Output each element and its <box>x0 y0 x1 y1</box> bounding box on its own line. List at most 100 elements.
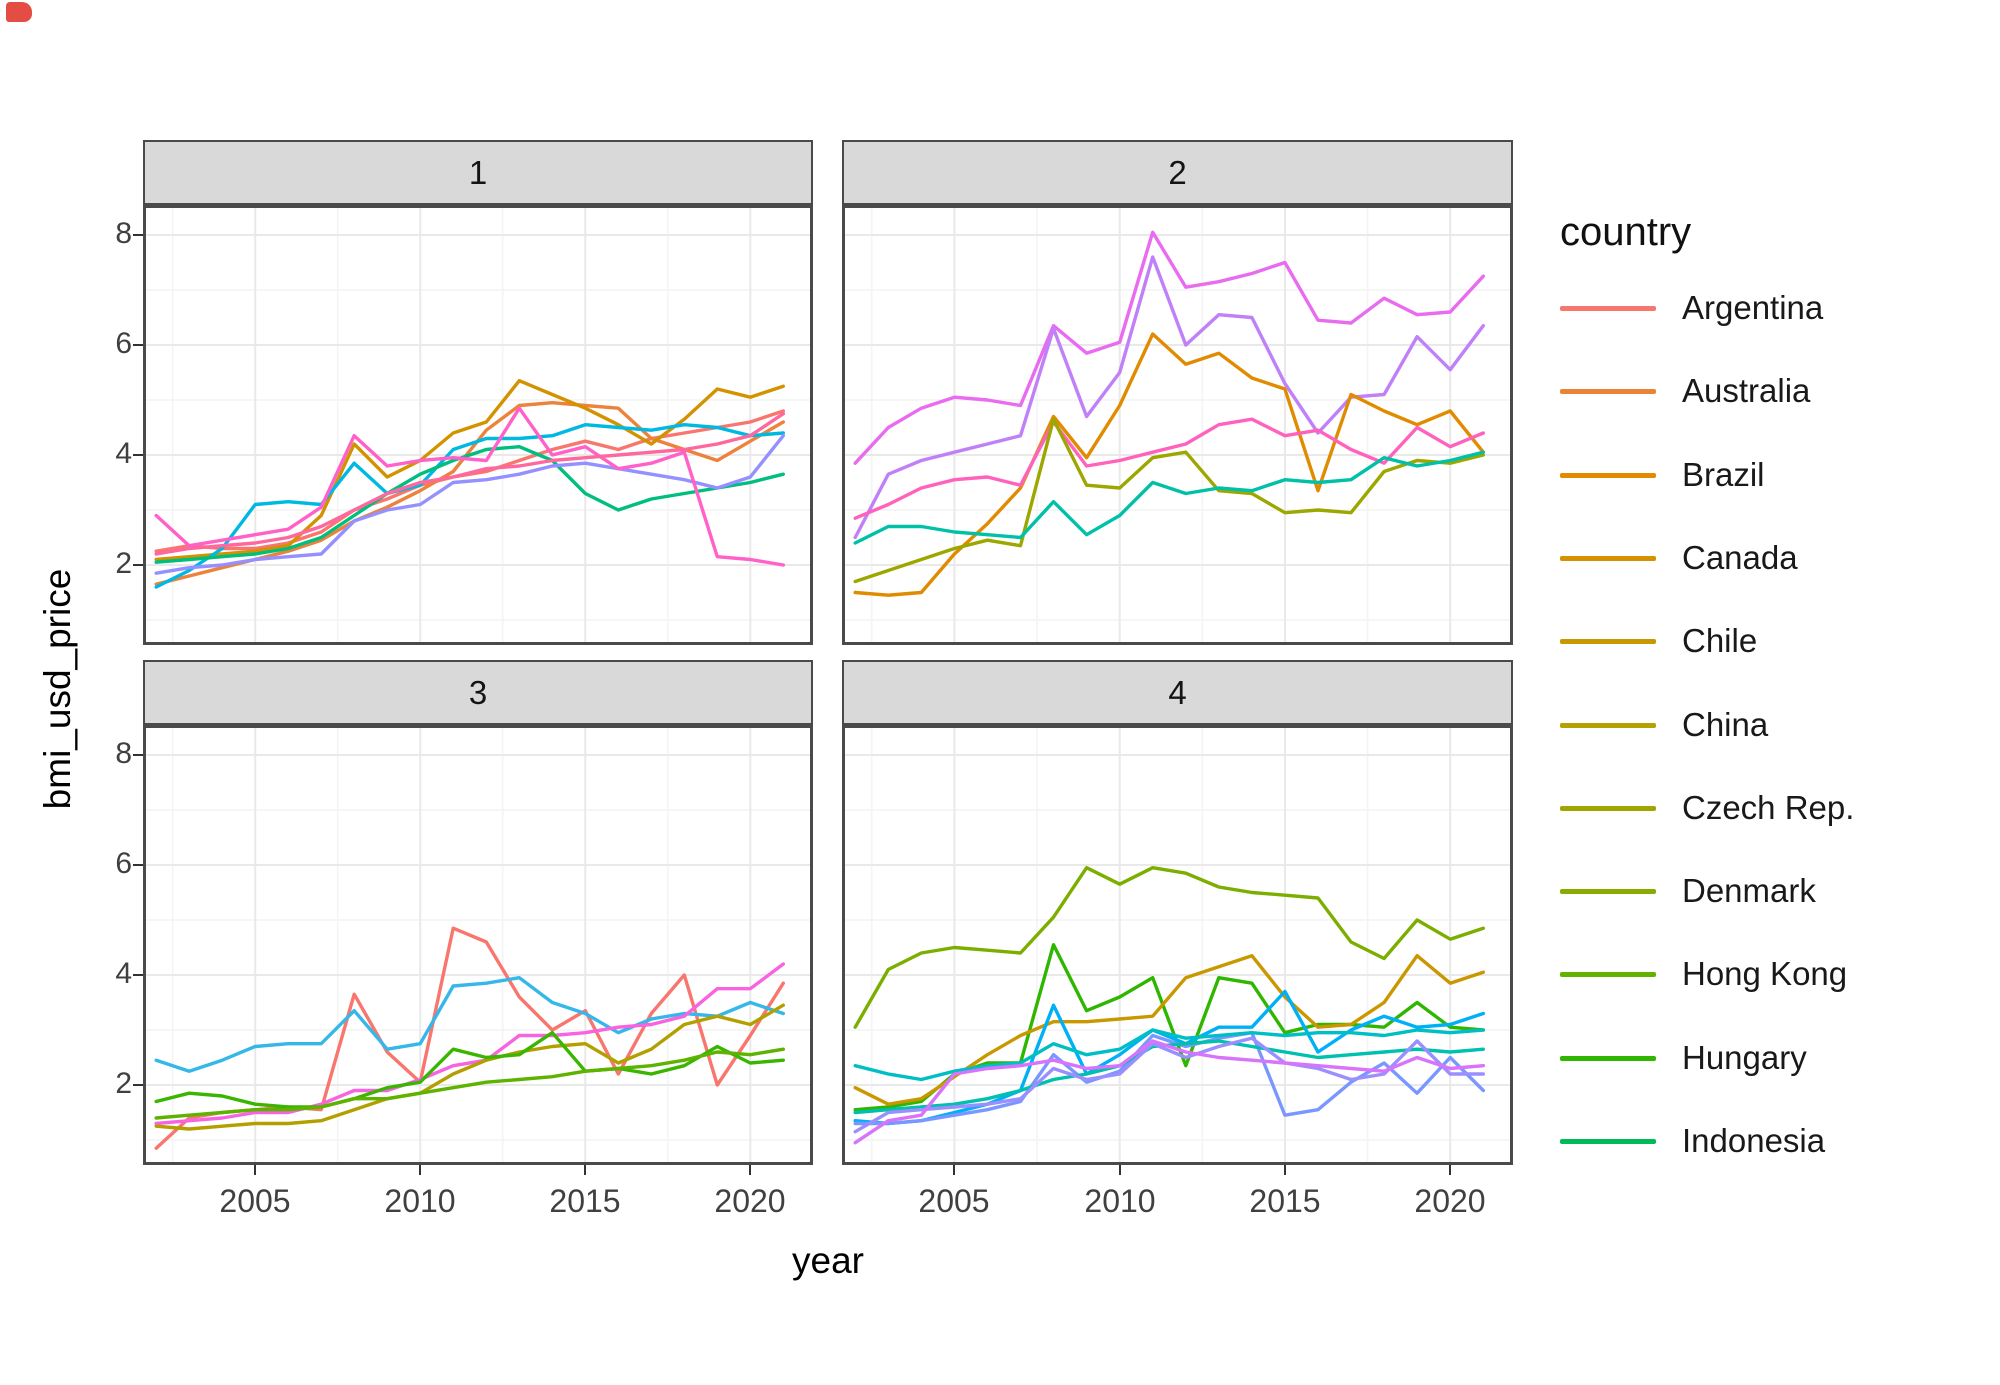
legend-label: Australia <box>1682 372 1811 409</box>
series-skyblue-line <box>154 975 785 1073</box>
legend-label: Denmark <box>1682 872 1816 909</box>
facet-strip-label: 4 <box>1168 673 1187 711</box>
legend-label: Chile <box>1682 622 1758 659</box>
x-tick-label: 2005 <box>918 1183 990 1219</box>
series-green-line <box>154 1031 785 1109</box>
x-tick-label: 2020 <box>1414 1183 1486 1219</box>
legend-label: Hungary <box>1682 1039 1807 1076</box>
legend-key-line <box>1560 638 1656 644</box>
legend-item-australia: Australia <box>1560 371 1810 411</box>
legend-item-hong-kong: Hong Kong <box>1560 954 1847 994</box>
legend: country Argentina Australia Brazil Canada Ch… <box>1556 0 1996 1385</box>
legend-key-line <box>1560 1138 1656 1144</box>
x-tick-label: 2010 <box>384 1183 456 1219</box>
series-cyan-line <box>154 422 785 589</box>
legend-item-indonesia: Indonesia <box>1560 1121 1825 1161</box>
x-tick-mark <box>1284 1165 1286 1175</box>
series-teal-line <box>853 1028 1485 1082</box>
x-tick-label: 2005 <box>219 1183 291 1219</box>
y-tick-mark <box>133 234 143 236</box>
facet-strip-3: 3 <box>143 660 813 725</box>
y-tick-label: 6 <box>115 327 132 360</box>
screen-corner-artifact <box>6 2 32 22</box>
x-tick-mark <box>254 1165 256 1175</box>
series-hotpink-line <box>154 406 785 567</box>
y-tick-label: 2 <box>115 547 132 580</box>
legend-label: Brazil <box>1682 456 1765 493</box>
legend-key-line <box>1560 388 1656 394</box>
x-tick-mark <box>1119 1165 1121 1175</box>
panel-border <box>143 725 813 1165</box>
series-blue-line <box>853 1031 1485 1126</box>
y-tick-mark <box>133 454 143 456</box>
x-tick-mark <box>953 1165 955 1175</box>
facet-strip-label: 3 <box>468 673 488 711</box>
legend-key-line <box>1560 305 1656 311</box>
x-tick-label: 2015 <box>549 1183 621 1219</box>
legend-label: Hong Kong <box>1682 955 1848 992</box>
series-skyblue-line <box>853 989 1485 1126</box>
legend-label: Indonesia <box>1682 1122 1826 1159</box>
facet-panel-1 <box>143 205 813 645</box>
facet-strip-4: 4 <box>842 660 1513 725</box>
panel-border <box>842 205 1513 645</box>
legend-item-chile: Chile <box>1560 621 1757 661</box>
series-magenta-line <box>853 230 1485 465</box>
x-tick-label: 2015 <box>1249 1183 1321 1219</box>
series-orchid-line <box>853 1039 1485 1145</box>
legend-item-hungary: Hungary <box>1560 1038 1807 1078</box>
series-olive-line <box>853 417 1485 584</box>
y-tick-mark <box>133 564 143 566</box>
series-magenta-line <box>154 962 785 1126</box>
y-tick-label: 2 <box>115 1067 132 1100</box>
series-emerald-line <box>154 444 785 564</box>
y-tick-mark <box>133 974 143 976</box>
legend-item-china: China <box>1560 705 1768 745</box>
legend-key-line <box>1560 722 1656 728</box>
y-tick-mark <box>133 1084 143 1086</box>
facet-panel-3 <box>143 725 813 1165</box>
legend-label: China <box>1682 706 1769 743</box>
legend-title: country <box>1560 210 1692 254</box>
series-grass-line <box>154 1047 785 1120</box>
facet-strip-2: 2 <box>842 140 1513 205</box>
series-olivegreen-line <box>853 865 1485 1029</box>
facet-panel-2 <box>842 205 1513 645</box>
series-golden-line <box>154 378 785 562</box>
facet-strip-1: 1 <box>143 140 813 205</box>
y-tick-label: 8 <box>115 737 132 770</box>
x-tick-mark <box>419 1165 421 1175</box>
series-rose-line <box>154 411 785 556</box>
legend-key-line <box>1560 472 1656 478</box>
legend-key-line <box>1560 1055 1656 1061</box>
series-teal-line <box>853 450 1485 545</box>
y-tick-label: 4 <box>115 957 132 990</box>
x-axis-title: year <box>792 1240 864 1281</box>
legend-label: Argentina <box>1682 289 1824 326</box>
legend-label: Czech Rep. <box>1682 789 1855 826</box>
facet-strip-label: 2 <box>1168 153 1187 191</box>
series-orange-line <box>853 332 1485 597</box>
legend-item-czech-rep-: Czech Rep. <box>1560 788 1854 828</box>
facet-strip-label: 1 <box>468 153 488 191</box>
x-tick-mark <box>749 1165 751 1175</box>
series-lavender-line <box>853 1036 1485 1134</box>
y-tick-label: 6 <box>115 847 132 880</box>
facet-panel-4 <box>842 725 1513 1165</box>
series-lavender-line <box>154 433 785 575</box>
x-tick-label: 2020 <box>714 1183 786 1219</box>
legend-key-line <box>1560 971 1656 977</box>
x-tick-mark <box>1449 1165 1451 1175</box>
panel-border <box>143 205 813 645</box>
series-red-line <box>154 926 785 1150</box>
legend-item-denmark: Denmark <box>1560 871 1816 911</box>
x-tick-label: 2010 <box>1084 1183 1156 1219</box>
legend-key-line <box>1560 805 1656 811</box>
legend-label: Canada <box>1682 539 1798 576</box>
y-tick-label: 4 <box>115 437 132 470</box>
y-tick-label: 8 <box>115 217 132 250</box>
y-tick-mark <box>133 754 143 756</box>
legend-item-canada: Canada <box>1560 538 1798 578</box>
legend-key-line <box>1560 888 1656 894</box>
